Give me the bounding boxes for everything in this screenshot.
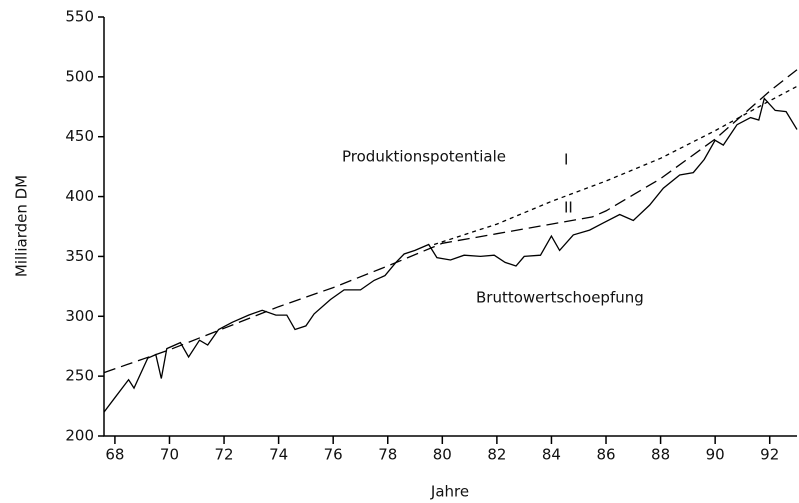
y-tick-label: 250 (65, 367, 94, 385)
x-tick-label: 76 (324, 446, 343, 464)
x-tick-label: 86 (596, 446, 615, 464)
series-label: II (564, 199, 573, 217)
y-tick-label: 350 (65, 247, 94, 265)
series-line (433, 85, 798, 246)
x-tick-label: 82 (487, 446, 506, 464)
x-tick-label: 72 (215, 446, 234, 464)
series-label: I (564, 151, 568, 169)
x-tick-label: 92 (760, 446, 779, 464)
x-tick-label: 70 (160, 446, 179, 464)
x-tick-label: 80 (433, 446, 452, 464)
y-tick-label: 450 (65, 127, 94, 145)
y-tick-label: 550 (65, 8, 94, 26)
x-tick-label: 68 (105, 446, 124, 464)
series-label: Bruttowertschoepfung (476, 289, 644, 307)
y-tick-label: 200 (65, 427, 94, 445)
axis-frame (103, 17, 797, 437)
x-tick-label: 90 (706, 446, 725, 464)
x-axis-label: Jahre (430, 483, 469, 501)
x-tick-label: 88 (651, 446, 670, 464)
y-tick-label: 300 (65, 307, 94, 325)
y-tick-label: 500 (65, 67, 94, 85)
y-axis-label: Milliarden DM (13, 175, 31, 277)
x-tick-label: 74 (269, 446, 288, 464)
series-line (103, 97, 798, 413)
x-tick-label: 84 (542, 446, 561, 464)
y-tick-label: 400 (65, 187, 94, 205)
annotation: Produktionspotentiale (342, 148, 506, 166)
series-line (103, 69, 798, 374)
x-tick-label: 78 (378, 446, 397, 464)
